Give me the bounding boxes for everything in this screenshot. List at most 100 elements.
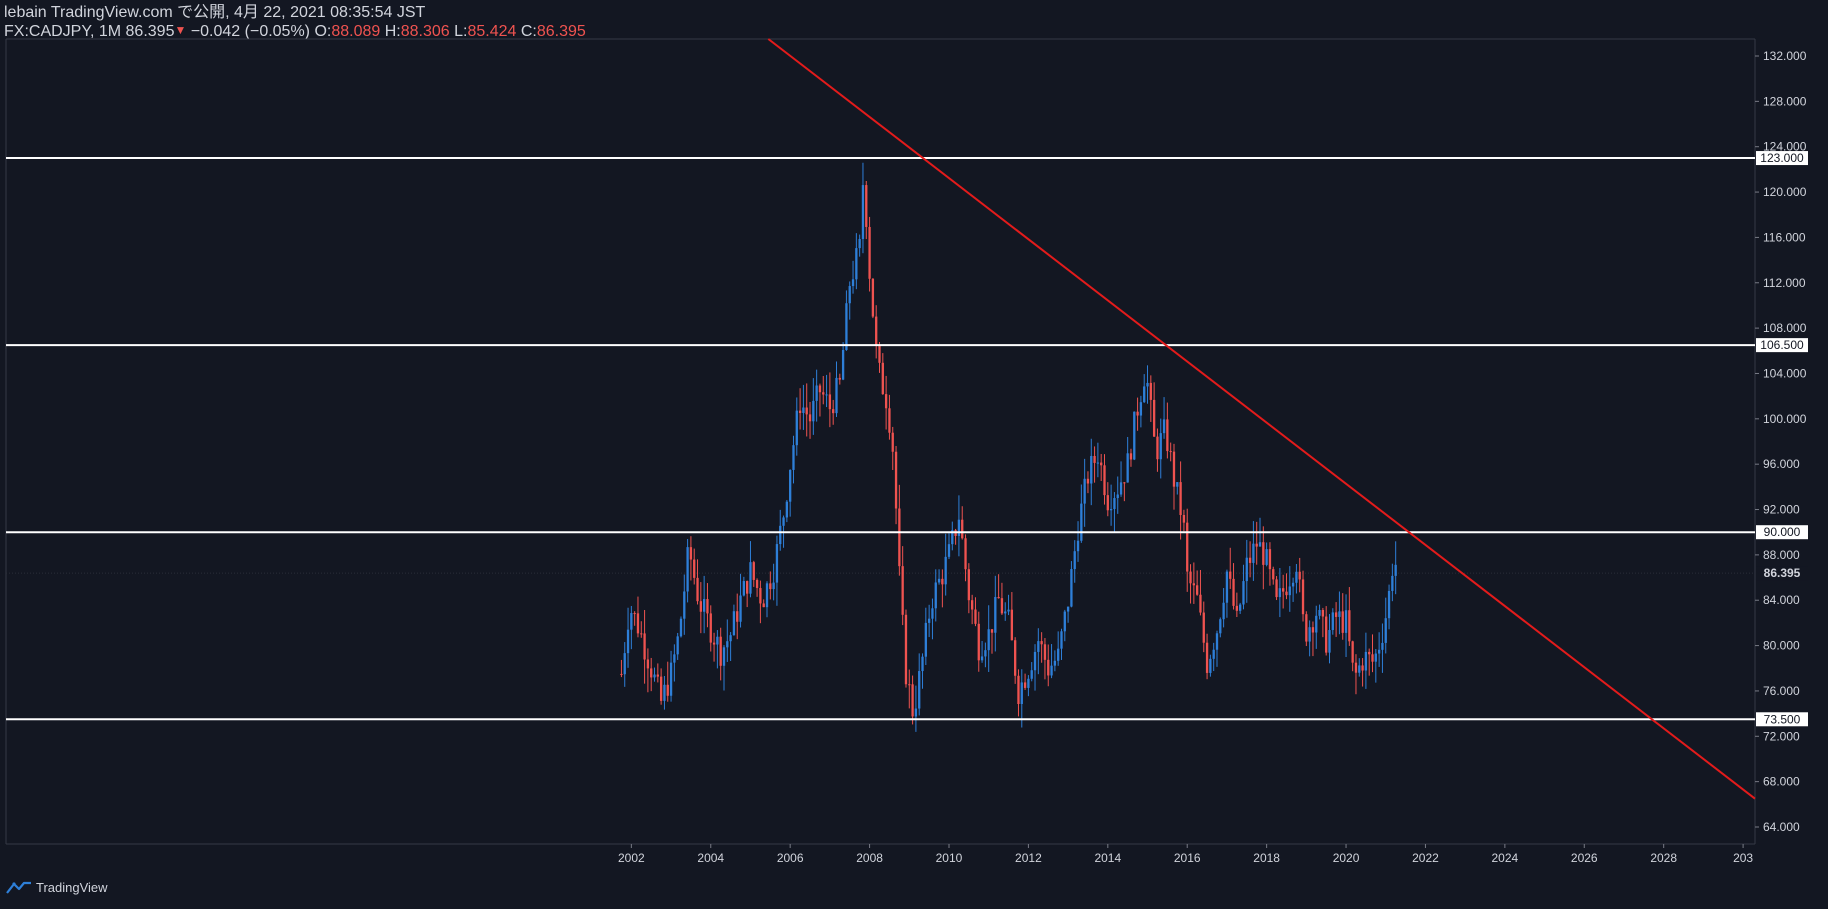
y-tick-label: 76.000 bbox=[1763, 684, 1800, 698]
candle-body bbox=[1093, 455, 1096, 463]
axes[interactable]: 132.000 128.000 124.000 120.000 116.000 112.0… bbox=[618, 49, 1808, 865]
candle-body bbox=[1116, 494, 1119, 499]
candle-body bbox=[841, 349, 845, 380]
candle-body bbox=[1066, 606, 1070, 612]
candle-body bbox=[1179, 482, 1182, 515]
candle-body bbox=[1119, 482, 1123, 495]
candle-body bbox=[1321, 609, 1325, 617]
candle-body bbox=[987, 629, 990, 651]
candle-body bbox=[702, 599, 706, 612]
candle-body bbox=[1285, 591, 1288, 596]
candle-body bbox=[1248, 557, 1252, 563]
tradingview-footer[interactable]: TradingView bbox=[6, 880, 108, 895]
candle-body bbox=[706, 599, 709, 614]
candle-body bbox=[878, 344, 881, 363]
candle-body bbox=[1040, 641, 1043, 645]
candle-body bbox=[1334, 612, 1338, 617]
candle-body bbox=[997, 596, 1000, 599]
candle-body bbox=[782, 517, 785, 526]
candle-body bbox=[745, 581, 749, 594]
candle-body bbox=[732, 611, 736, 636]
candle-body bbox=[941, 578, 944, 585]
candle-body bbox=[1057, 648, 1060, 661]
horizontal-levels[interactable] bbox=[6, 157, 1755, 721]
candle-body bbox=[947, 544, 951, 557]
candle-body bbox=[1232, 578, 1235, 606]
candle-body bbox=[1361, 665, 1364, 671]
candle-body bbox=[1348, 610, 1351, 642]
candle-body bbox=[1083, 478, 1086, 504]
candle-body bbox=[1014, 640, 1017, 676]
candle-body bbox=[696, 577, 699, 602]
candle-body bbox=[891, 432, 894, 452]
candle-body bbox=[1023, 682, 1027, 688]
tradingview-logo-icon bbox=[6, 881, 31, 894]
y-tick-label: 100.000 bbox=[1763, 412, 1807, 426]
candle-body bbox=[669, 662, 673, 696]
candle-body bbox=[838, 377, 841, 380]
candle-body bbox=[931, 608, 934, 619]
candle-body bbox=[729, 635, 732, 642]
x-tick-label: 2022 bbox=[1412, 851, 1439, 865]
candle-body bbox=[858, 239, 861, 249]
candle-body bbox=[1315, 615, 1318, 633]
open-label: O: bbox=[314, 23, 332, 40]
level-price-tag bbox=[1756, 338, 1808, 353]
candle-body bbox=[898, 508, 901, 567]
candle-body bbox=[851, 279, 855, 287]
descending-trendline[interactable] bbox=[767, 38, 1756, 800]
candle-body bbox=[749, 562, 752, 594]
candle-body bbox=[659, 676, 663, 701]
candle-body bbox=[765, 583, 769, 608]
candle-body bbox=[1000, 598, 1004, 614]
candle-body bbox=[888, 408, 891, 433]
candle-body bbox=[1060, 631, 1063, 649]
candle-body bbox=[1391, 575, 1394, 591]
candle-body bbox=[1325, 616, 1328, 653]
candle-body bbox=[815, 385, 818, 401]
candle-body bbox=[1301, 579, 1305, 615]
candle-body bbox=[1010, 609, 1014, 641]
candle-body bbox=[1305, 614, 1308, 642]
candle-body bbox=[848, 286, 851, 304]
candle-body bbox=[944, 556, 947, 585]
candle-body bbox=[868, 226, 871, 279]
down-arrow-icon: ▼ bbox=[174, 23, 187, 37]
candle-body bbox=[1126, 453, 1129, 483]
candle-body bbox=[908, 684, 911, 686]
candle-body bbox=[785, 501, 789, 518]
candle-body bbox=[1318, 609, 1321, 616]
candle-body bbox=[779, 525, 782, 545]
candle-body bbox=[1109, 509, 1113, 511]
candle-body bbox=[630, 613, 633, 630]
candle-body bbox=[643, 633, 646, 660]
candle-body bbox=[1394, 564, 1397, 576]
candle-body bbox=[1030, 670, 1033, 679]
trendline-group[interactable] bbox=[767, 38, 1756, 800]
level-price-label: 106.500 bbox=[1760, 338, 1804, 352]
candle-body bbox=[1043, 644, 1047, 660]
candle-body bbox=[835, 377, 838, 414]
candle-body bbox=[1149, 382, 1152, 400]
candle-body bbox=[964, 538, 967, 570]
level-price-tag bbox=[1756, 712, 1808, 727]
close-value: 86.395 bbox=[536, 23, 586, 40]
candle-body bbox=[1086, 478, 1090, 484]
candle-body bbox=[626, 629, 630, 654]
candle-body bbox=[1073, 551, 1076, 570]
candle-body bbox=[752, 562, 755, 580]
symbol-name[interactable]: FX:CADJPY, 1M bbox=[4, 23, 122, 40]
candle-body bbox=[719, 636, 722, 666]
level-price-tag bbox=[1756, 151, 1808, 166]
candle-body bbox=[739, 595, 742, 622]
candle-body bbox=[1225, 571, 1229, 603]
candle-body bbox=[875, 316, 878, 345]
candle-body bbox=[927, 618, 931, 623]
y-tick-label: 108.000 bbox=[1763, 321, 1807, 335]
x-tick-label: 2012 bbox=[1015, 851, 1042, 865]
x-tick-label: 2002 bbox=[618, 851, 645, 865]
candle-body bbox=[1202, 612, 1205, 643]
candle-body bbox=[633, 613, 636, 615]
candle-body bbox=[798, 410, 802, 414]
